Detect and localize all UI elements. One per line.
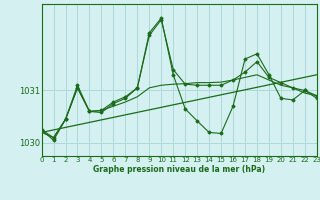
X-axis label: Graphe pression niveau de la mer (hPa): Graphe pression niveau de la mer (hPa) <box>93 165 265 174</box>
